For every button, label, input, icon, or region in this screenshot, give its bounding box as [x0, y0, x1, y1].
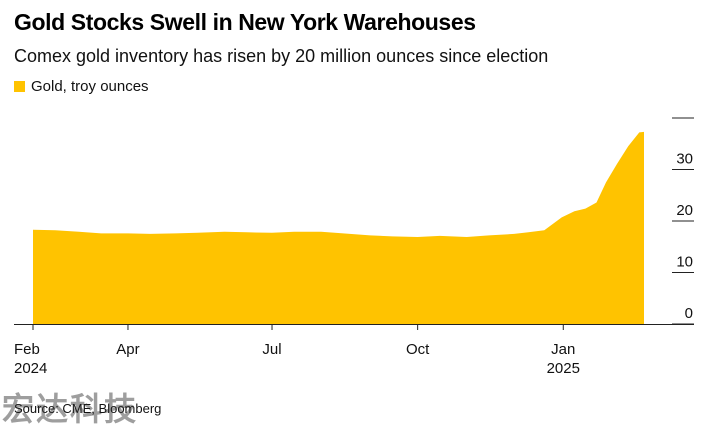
x-tick-label: Apr [116, 341, 139, 358]
series-area-gold [33, 131, 644, 324]
x-tick-label: Feb [14, 341, 40, 358]
y-tick-label: 30 [676, 151, 693, 168]
x-axis: Feb 2024 Apr Jul Oct Jan 2025 [14, 324, 694, 377]
watermark-logo: 宏达科技 [2, 390, 139, 428]
x-tick-year-label: 2025 [547, 360, 580, 377]
y-tick-label: 0 [685, 305, 693, 322]
x-tick-label: Jul [262, 341, 281, 358]
legend-swatch [14, 81, 25, 92]
x-tick-label: Oct [406, 341, 430, 358]
source-note: Source: CME, Bloomberg [14, 401, 162, 416]
y-axis: 0 10 20 30 [672, 117, 694, 325]
legend-label: Gold, troy ounces [31, 78, 149, 95]
y-tick-label: 10 [676, 254, 693, 271]
chart-subtitle: Comex gold inventory has risen by 20 mil… [14, 46, 549, 66]
plot-area [33, 131, 644, 324]
x-tick-year-label: 2024 [14, 360, 47, 377]
x-tick-label: Jan [551, 341, 575, 358]
y-tick-label: 20 [676, 202, 693, 219]
legend: Gold, troy ounces [14, 78, 149, 95]
chart-title: Gold Stocks Swell in New York Warehouses [14, 9, 476, 35]
